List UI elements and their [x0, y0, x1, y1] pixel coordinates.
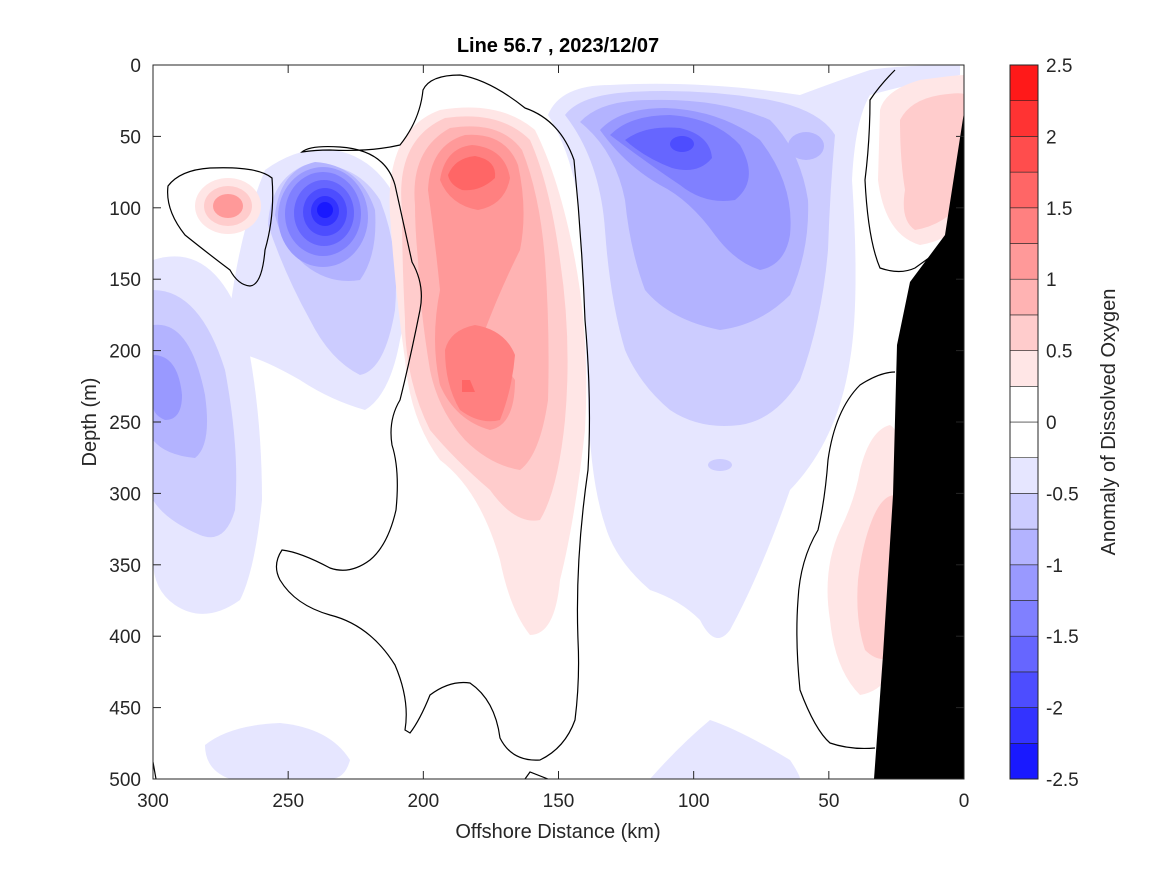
contour-pos-220-2: [462, 380, 475, 392]
bathymetry-mask: [874, 112, 964, 779]
colorbar-tick-label: -2.5: [1046, 770, 1079, 791]
colorbar: 2.5 2 1.5 1 0.5 0 -0.5 -1 -1.5 -2 -2.5: [1009, 56, 1079, 791]
y-tick-label: 250: [109, 413, 141, 434]
colorbar-band: [1009, 278, 1039, 316]
zero-contour-3: [864, 69, 941, 273]
contour-pos-270-3: [213, 194, 243, 218]
colorbar-band: [1009, 171, 1039, 209]
zero-contour-1: [167, 167, 274, 287]
y-tick-label: 0: [130, 56, 141, 77]
contour-neg-100-6: [625, 127, 712, 171]
zero-contour-5: [524, 771, 549, 779]
colorbar-band: [1009, 635, 1039, 673]
y-tick-label: 450: [109, 699, 141, 720]
contour-neg-left-4: [153, 355, 182, 420]
axis-ticks: 300 250 200 150 100 50 00501001502002503003504…: [109, 56, 969, 812]
contour-neg-100-7: [670, 136, 694, 152]
contour-pos-175-6: [448, 156, 496, 191]
colorbar-band: [1009, 493, 1039, 530]
y-tick-label: 100: [109, 199, 141, 220]
colorbar-band: [1009, 707, 1039, 744]
colorbar-label: Anomaly of Dissolved Oxygen: [1098, 289, 1120, 556]
y-tick-label: 300: [109, 484, 141, 505]
colorbar-band: [1009, 528, 1039, 566]
colorbar-tick-label: -2: [1046, 699, 1063, 720]
x-tick-label: 300: [137, 791, 169, 812]
colorbar-band: [1009, 243, 1039, 280]
zero-contour-2: [275, 74, 591, 761]
x-tick-label: 100: [678, 791, 710, 812]
colorbar-band: [1009, 457, 1039, 494]
colorbar-band: [1009, 100, 1039, 137]
colorbar-tick-label: 2: [1046, 127, 1057, 148]
x-axis-label: Offshore Distance (km): [455, 821, 660, 843]
y-tick-label: 350: [109, 556, 141, 577]
colorbar-band: [1009, 64, 1039, 102]
y-tick-label: 150: [109, 270, 141, 291]
colorbar-band: [1009, 742, 1039, 780]
x-tick-label: 200: [407, 791, 439, 812]
y-tick-label: 400: [109, 627, 141, 648]
colorbar-tick-label: 0.5: [1046, 342, 1072, 363]
contour-neg-bottom-mid: [650, 720, 800, 779]
contour-neg-235-9: [317, 202, 333, 218]
colorbar-tick-label: 1: [1046, 270, 1057, 291]
zero-contour-4: [796, 371, 896, 750]
colorbar-band: [1009, 350, 1039, 387]
x-tick-label: 150: [543, 791, 575, 812]
colorbar-tick-label: -1.5: [1046, 627, 1079, 648]
colorbar-tick-label: 0: [1046, 413, 1057, 434]
colorbar-band: [1009, 385, 1039, 423]
colorbar-tick-label: -1: [1046, 556, 1063, 577]
x-tick-label: 0: [959, 791, 970, 812]
colorbar-band: [1009, 314, 1039, 351]
colorbar-tick-label: -0.5: [1046, 484, 1079, 505]
colorbar-band: [1009, 136, 1039, 173]
x-tick-label: 50: [818, 791, 839, 812]
contour-neg-bottom-left: [205, 723, 350, 779]
y-axis-label: Depth (m): [79, 378, 101, 467]
y-tick-label: 50: [120, 127, 141, 148]
chart-title: Line 56.7 , 2023/12/07: [457, 35, 659, 57]
y-tick-label: 200: [109, 342, 141, 363]
y-tick-label: 500: [109, 770, 141, 791]
colorbar-frame: [1009, 64, 1039, 780]
colorbar-band: [1009, 671, 1039, 708]
contour-pos-220-1: [445, 325, 515, 422]
colorbar-tick-label: 1.5: [1046, 199, 1072, 220]
x-tick-label: 250: [272, 791, 304, 812]
colorbar-band: [1009, 421, 1039, 459]
colorbar-tick-label: 2.5: [1046, 56, 1072, 77]
contour-neg-280-small: [708, 459, 732, 471]
contour-neg-60-small: [788, 132, 824, 160]
colorbar-band: [1009, 207, 1039, 244]
colorbar-band: [1009, 600, 1039, 637]
contour-pos-near-shallow-2: [900, 93, 964, 230]
contour-fills: [153, 65, 964, 779]
colorbar-band: [1009, 564, 1039, 601]
